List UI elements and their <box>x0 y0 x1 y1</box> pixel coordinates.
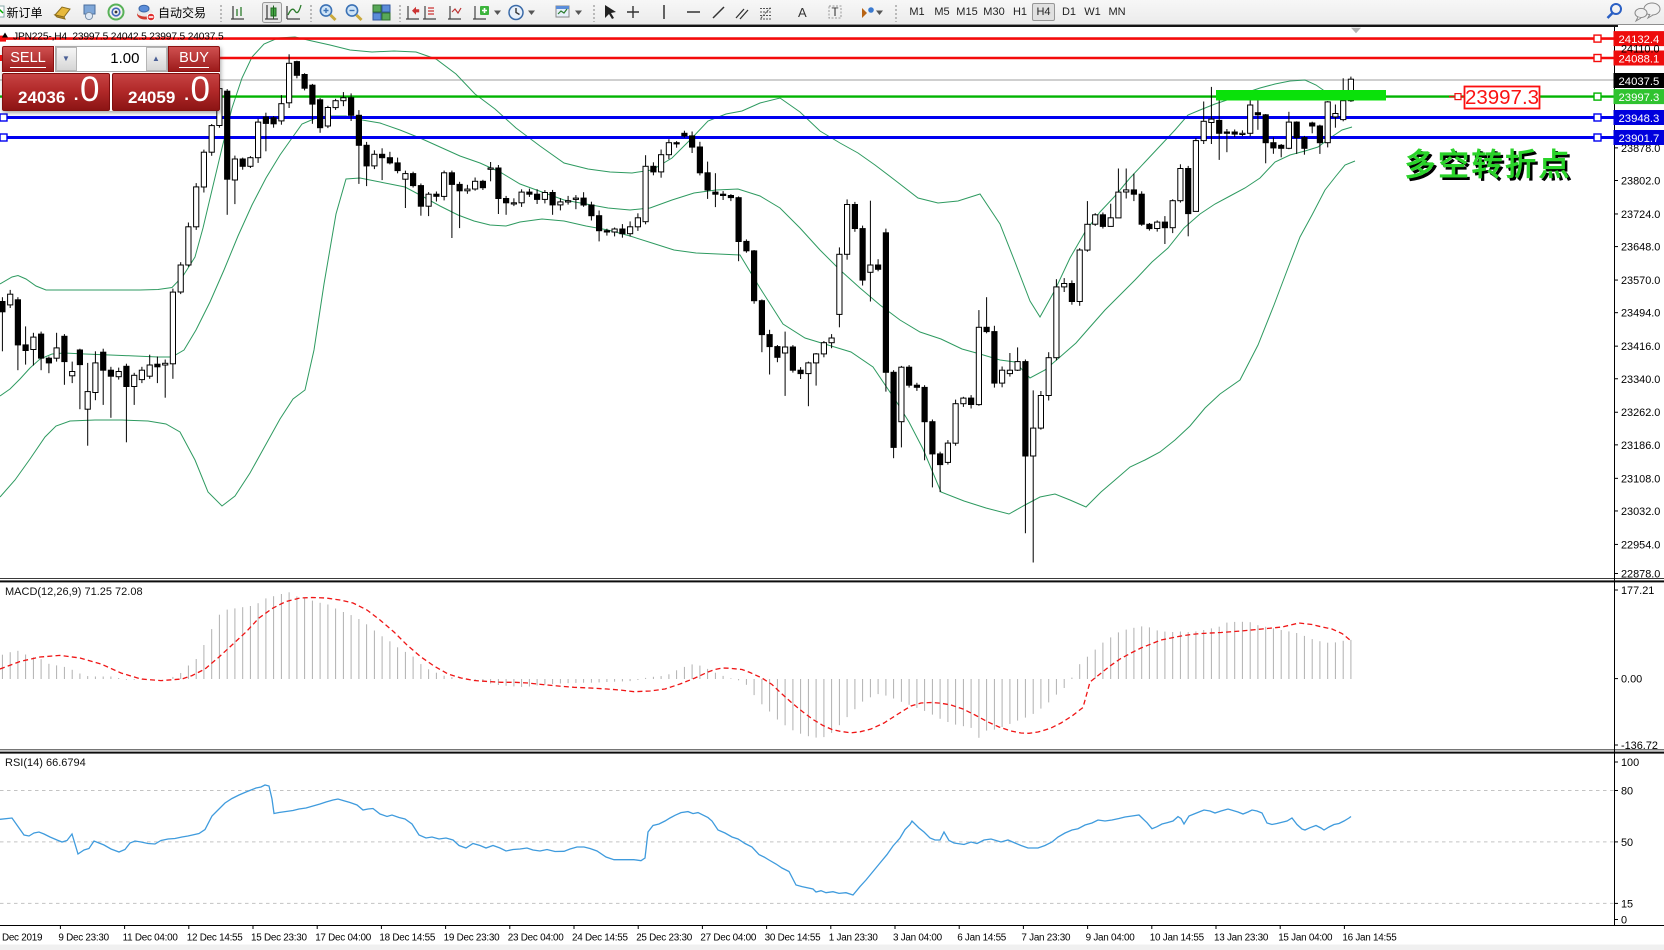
svg-text:24132.4: 24132.4 <box>1619 34 1660 46</box>
svg-text:新订单: 新订单 <box>7 5 43 20</box>
svg-text:23 Dec 04:00: 23 Dec 04:00 <box>508 933 565 944</box>
svg-text:23340.0: 23340.0 <box>1621 374 1660 386</box>
svg-text:RSI(14) 66.6794: RSI(14) 66.6794 <box>5 757 86 769</box>
svg-text:15: 15 <box>1621 898 1633 910</box>
svg-text:23878.0: 23878.0 <box>1621 143 1660 155</box>
svg-text:177.21: 177.21 <box>1621 585 1654 597</box>
svg-text:25 Dec 23:30: 25 Dec 23:30 <box>636 933 693 944</box>
svg-text:10 Jan 14:55: 10 Jan 14:55 <box>1150 933 1205 944</box>
svg-text:100: 100 <box>1621 757 1639 769</box>
svg-text:23108.0: 23108.0 <box>1621 473 1660 485</box>
svg-text:23570.0: 23570.0 <box>1621 275 1660 287</box>
svg-text:16 Jan 14:55: 16 Jan 14:55 <box>1342 933 1397 944</box>
svg-text:24 Dec 14:55: 24 Dec 14:55 <box>572 933 629 944</box>
svg-text:27 Dec 04:00: 27 Dec 04:00 <box>700 933 757 944</box>
svg-text:18 Dec 14:55: 18 Dec 14:55 <box>379 933 436 944</box>
svg-text:MACD(12,26,9) 71.25 72.08: MACD(12,26,9) 71.25 72.08 <box>5 586 143 598</box>
svg-text:23948.3: 23948.3 <box>1619 113 1660 125</box>
svg-text:23416.0: 23416.0 <box>1621 341 1660 353</box>
svg-text:JPN225-,H4 23997.5 24042.5 23: JPN225-,H4 23997.5 24042.5 23997.5 24037… <box>13 32 224 43</box>
svg-text:15 Jan 04:00: 15 Jan 04:00 <box>1278 933 1333 944</box>
svg-text:A: A <box>798 5 807 20</box>
svg-text:6 Dec 2019: 6 Dec 2019 <box>0 933 43 944</box>
svg-text:17 Dec 04:00: 17 Dec 04:00 <box>315 933 372 944</box>
svg-text:多空转折点: 多空转折点 <box>1405 148 1573 183</box>
svg-text:23262.0: 23262.0 <box>1621 407 1660 419</box>
svg-text:-136.72: -136.72 <box>1621 740 1658 752</box>
svg-text:24037.5: 24037.5 <box>1619 76 1660 88</box>
svg-text:12 Dec 14:55: 12 Dec 14:55 <box>187 933 244 944</box>
svg-text:19 Dec 23:30: 19 Dec 23:30 <box>444 933 501 944</box>
svg-text:9 Dec 23:30: 9 Dec 23:30 <box>58 933 109 944</box>
svg-text:3 Jan 04:00: 3 Jan 04:00 <box>893 933 943 944</box>
svg-text:9 Jan 04:00: 9 Jan 04:00 <box>1086 933 1136 944</box>
svg-text:30 Dec 14:55: 30 Dec 14:55 <box>765 933 822 944</box>
svg-text:0: 0 <box>1621 915 1627 927</box>
svg-text:T: T <box>832 7 839 19</box>
svg-text:80: 80 <box>1621 786 1633 798</box>
svg-text:自动交易: 自动交易 <box>158 5 206 20</box>
svg-text:23997.3: 23997.3 <box>1619 92 1660 104</box>
svg-text:23901.7: 23901.7 <box>1619 133 1660 145</box>
svg-text:23724.0: 23724.0 <box>1621 209 1660 221</box>
svg-text:23186.0: 23186.0 <box>1621 440 1660 452</box>
svg-text:0.00: 0.00 <box>1621 674 1642 686</box>
svg-text:22954.0: 22954.0 <box>1621 539 1660 551</box>
svg-text:7 Jan 23:30: 7 Jan 23:30 <box>1021 933 1071 944</box>
svg-text:11 Dec 04:00: 11 Dec 04:00 <box>123 933 179 944</box>
svg-text:23032.0: 23032.0 <box>1621 506 1660 518</box>
svg-text:50: 50 <box>1621 837 1633 849</box>
svg-text:24110.0: 24110.0 <box>1621 44 1660 56</box>
svg-text:多空转折点: 多空转折点 <box>1407 150 1575 185</box>
svg-text:6 Jan 14:55: 6 Jan 14:55 <box>957 933 1007 944</box>
svg-text:1 Jan 23:30: 1 Jan 23:30 <box>829 933 879 944</box>
svg-text:22878.0: 22878.0 <box>1621 569 1660 581</box>
svg-text:23802.0: 23802.0 <box>1621 175 1660 187</box>
svg-text:23494.0: 23494.0 <box>1621 308 1660 320</box>
svg-text:23648.0: 23648.0 <box>1621 242 1660 254</box>
svg-text:15 Dec 23:30: 15 Dec 23:30 <box>251 933 308 944</box>
svg-text:24088.1: 24088.1 <box>1619 53 1660 65</box>
svg-text:23997.3: 23997.3 <box>1465 86 1539 109</box>
svg-text:13 Jan 23:30: 13 Jan 23:30 <box>1214 933 1269 944</box>
